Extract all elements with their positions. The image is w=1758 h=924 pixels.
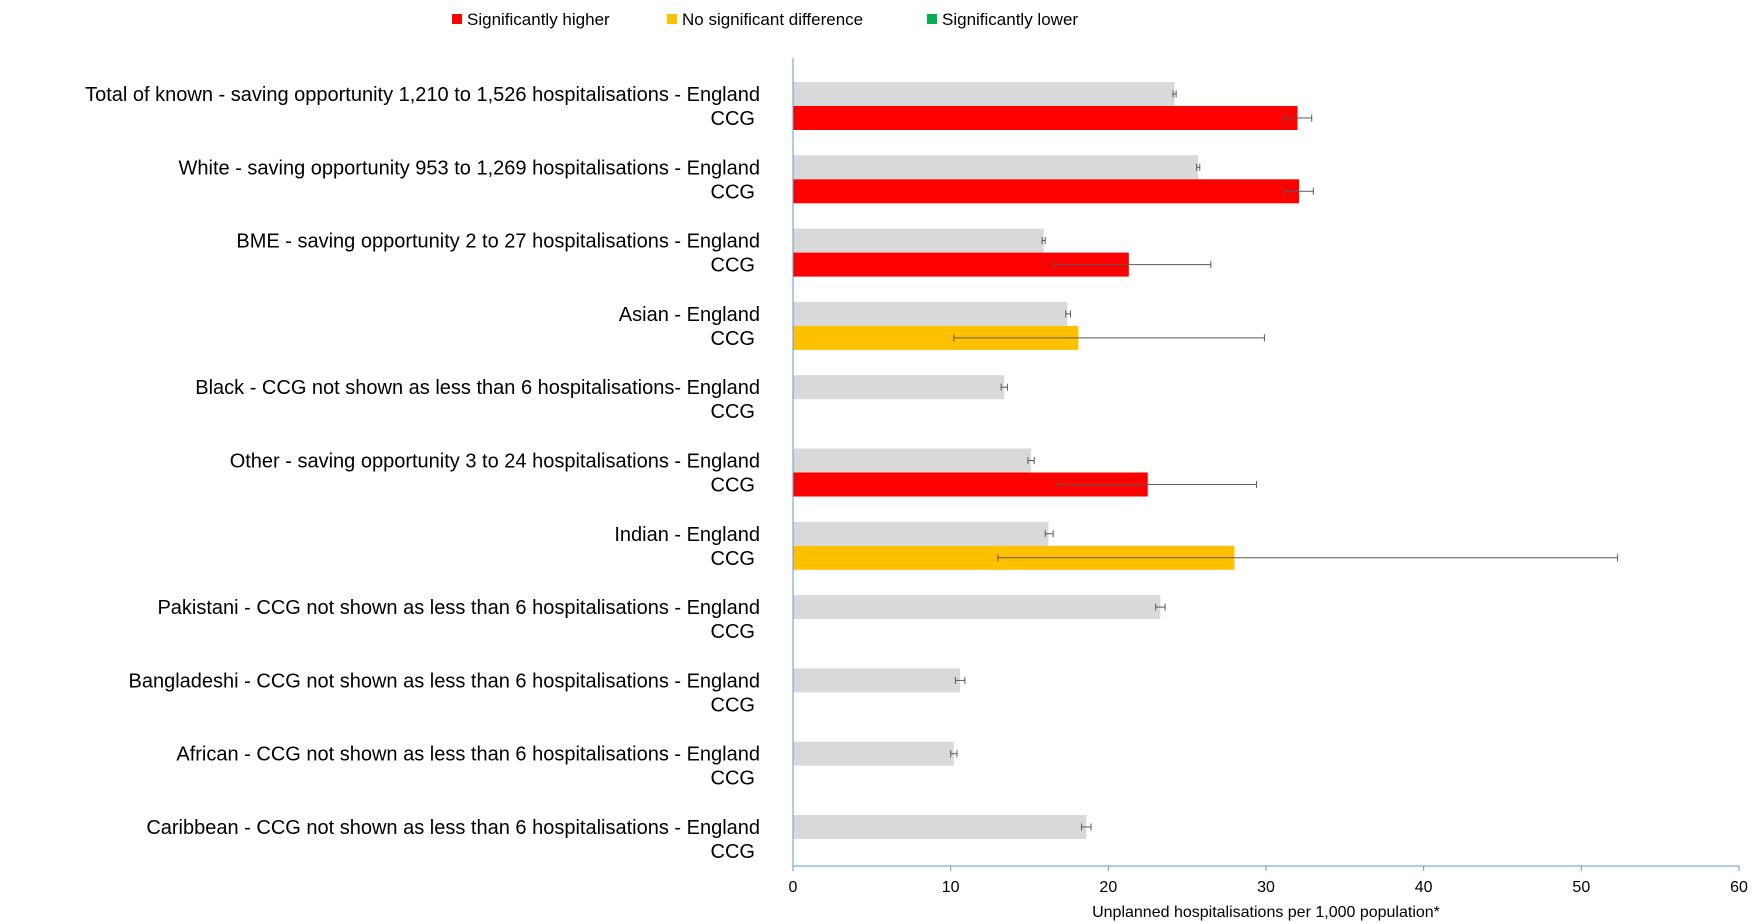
category-sublabel: CCG bbox=[711, 694, 755, 716]
category-sublabel: CCG bbox=[711, 181, 755, 203]
category-sublabel: CCG bbox=[711, 621, 755, 643]
england-bar bbox=[793, 815, 1087, 839]
category-label: Asian - England bbox=[619, 304, 760, 326]
category-label: Caribbean - CCG not shown as less than 6… bbox=[146, 817, 760, 839]
category-sublabel: CCG bbox=[711, 108, 755, 130]
ccg-bar bbox=[793, 179, 1300, 204]
error-bar bbox=[1196, 163, 1201, 171]
category-label: Other - saving opportunity 3 to 24 hospi… bbox=[230, 451, 760, 473]
category-label: BME - saving opportunity 2 to 27 hospita… bbox=[236, 231, 760, 253]
england-bar bbox=[793, 301, 1068, 326]
error-bar bbox=[953, 334, 1265, 342]
bars bbox=[793, 82, 1300, 839]
category-sublabel: CCG bbox=[711, 401, 755, 423]
error-bar bbox=[1284, 187, 1314, 195]
error-bar bbox=[1041, 237, 1046, 245]
category-sublabel: CCG bbox=[711, 841, 755, 863]
category-sublabel: CCG bbox=[711, 548, 755, 570]
error-bar bbox=[1172, 90, 1177, 98]
x-tick-label: 30 bbox=[1257, 879, 1275, 896]
england-bar bbox=[793, 668, 961, 693]
x-axis: 0 10 20 30 40 50 60 bbox=[789, 58, 1748, 896]
x-tick-label: 20 bbox=[1099, 879, 1117, 896]
legend-swatch bbox=[927, 14, 937, 24]
legend-swatch bbox=[667, 14, 677, 24]
error-bar bbox=[1044, 530, 1054, 538]
legend: Significantly higher No significant diffe… bbox=[452, 10, 1078, 29]
x-axis-title: Unplanned hospitalisations per 1,000 pop… bbox=[1092, 904, 1440, 921]
x-tick-label: 50 bbox=[1572, 879, 1590, 896]
category-labels: Total of known - saving opportunity 1,21… bbox=[85, 84, 760, 863]
england-bar bbox=[793, 228, 1044, 253]
error-bars bbox=[950, 90, 1619, 831]
ccg-bar bbox=[793, 106, 1298, 130]
england-bar bbox=[793, 521, 1049, 546]
england-bar bbox=[793, 155, 1199, 180]
england-bar bbox=[793, 82, 1175, 106]
category-label: Pakistani - CCG not shown as less than 6… bbox=[157, 597, 760, 619]
x-tick-label: 40 bbox=[1415, 879, 1433, 896]
error-bar bbox=[1155, 603, 1166, 611]
error-bar bbox=[950, 750, 958, 758]
legend-item: Significantly higher bbox=[452, 10, 610, 29]
error-bar bbox=[1065, 310, 1071, 318]
category-sublabel: CCG bbox=[711, 475, 755, 497]
category-sublabel: CCG bbox=[711, 768, 755, 790]
error-bar bbox=[1000, 383, 1008, 391]
england-bar bbox=[793, 741, 954, 766]
category-sublabel: CCG bbox=[711, 255, 755, 277]
error-bar bbox=[997, 554, 1619, 562]
legend-item: Significantly lower bbox=[927, 10, 1078, 29]
category-label: White - saving opportunity 953 to 1,269 … bbox=[179, 157, 760, 179]
category-label: Bangladeshi - CCG not shown as less than… bbox=[129, 670, 760, 692]
england-bar bbox=[793, 448, 1032, 473]
england-bar bbox=[793, 595, 1161, 620]
category-label: Black - CCG not shown as less than 6 hos… bbox=[195, 377, 760, 399]
error-bar bbox=[1057, 481, 1258, 488]
error-bar bbox=[1284, 114, 1313, 122]
legend-item: No significant difference bbox=[667, 10, 863, 29]
x-tick-label: 10 bbox=[942, 879, 960, 896]
legend-label: Significantly lower bbox=[942, 10, 1078, 29]
category-label: African - CCG not shown as less than 6 h… bbox=[176, 744, 760, 766]
error-bar bbox=[1027, 457, 1035, 464]
error-bar bbox=[954, 676, 966, 684]
error-bar bbox=[1054, 261, 1212, 269]
error-bar bbox=[1081, 823, 1092, 831]
x-tick-label: 60 bbox=[1730, 879, 1748, 896]
x-tick-label: 0 bbox=[789, 879, 798, 896]
category-label: Total of known - saving opportunity 1,21… bbox=[85, 84, 760, 106]
legend-label: No significant difference bbox=[682, 10, 863, 29]
legend-swatch bbox=[452, 14, 462, 24]
category-label: Indian - England bbox=[614, 524, 760, 546]
england-bar bbox=[793, 375, 1005, 400]
legend-label: Significantly higher bbox=[467, 10, 610, 29]
category-sublabel: CCG bbox=[711, 328, 755, 350]
